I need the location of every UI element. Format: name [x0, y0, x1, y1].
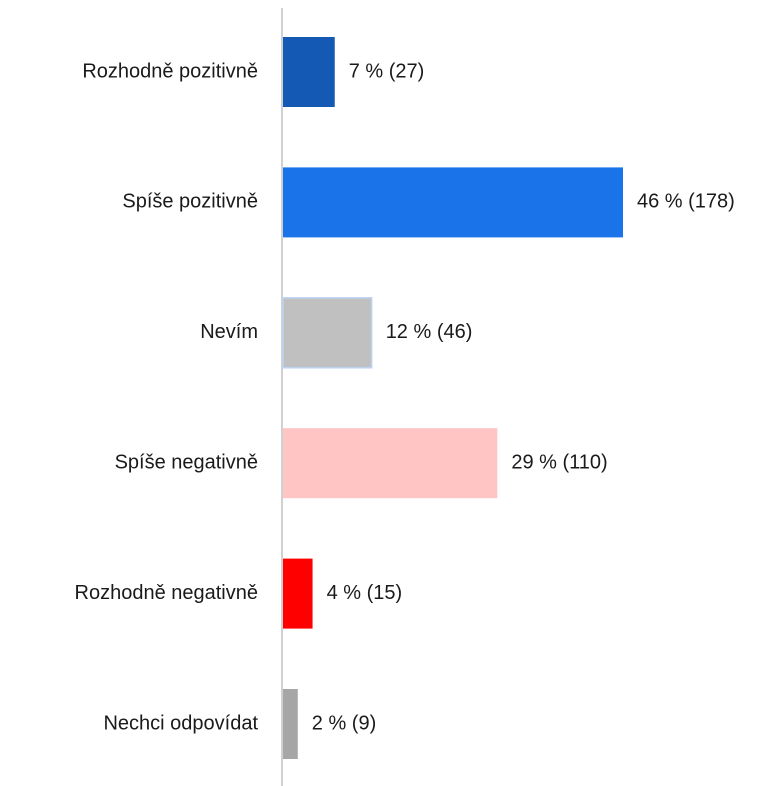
bar	[283, 558, 313, 629]
value-label: 7 % (27)	[349, 60, 425, 82]
value-label: 12 % (46)	[386, 321, 473, 343]
value-label: 29 % (110)	[511, 451, 607, 473]
category-label: Nechci odpovídat	[103, 712, 258, 734]
bar	[283, 428, 498, 499]
category-label: Rozhodně negativně	[75, 582, 258, 604]
bar	[282, 297, 373, 369]
value-label: 2 % (9)	[312, 712, 376, 734]
category-label: Rozhodně pozitivně	[82, 60, 258, 82]
value-label: 4 % (15)	[327, 582, 403, 604]
category-label: Spíše pozitivně	[122, 191, 258, 213]
bar	[283, 167, 623, 238]
value-label: 46 % (178)	[637, 191, 735, 213]
bar	[283, 689, 298, 759]
category-label: Spíše negativně	[115, 451, 258, 473]
bar	[283, 37, 335, 107]
category-label: Nevím	[200, 321, 258, 343]
